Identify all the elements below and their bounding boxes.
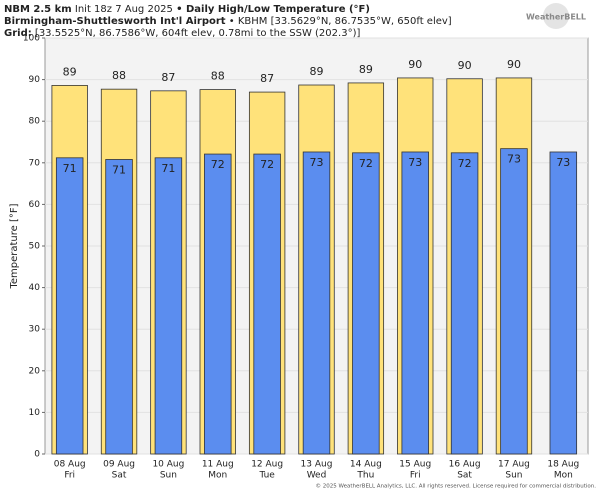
low-bar xyxy=(105,159,133,455)
x-tick-weekday: Thu xyxy=(356,471,374,481)
low-label: 72 xyxy=(458,157,472,170)
footer: © 2025 WeatherBELL Analytics, LLC. All r… xyxy=(316,483,597,490)
x-tick-weekday: Sun xyxy=(160,471,177,481)
y-tick-label: 10 xyxy=(29,408,41,418)
x-tick-weekday: Sat xyxy=(112,471,127,481)
x-tick-label: 16 Aug xyxy=(449,460,481,470)
logo: WeatherBELL xyxy=(526,13,586,22)
high-label: 90 xyxy=(408,58,422,71)
x-tick-label: 09 Aug xyxy=(103,460,135,470)
high-label: 87 xyxy=(260,72,274,85)
x-tick-weekday: Wed xyxy=(307,471,327,481)
y-tick-label: 30 xyxy=(29,325,41,335)
y-tick-label: 50 xyxy=(29,242,41,252)
low-bar xyxy=(352,152,380,455)
low-label: 71 xyxy=(161,162,175,175)
low-label: 73 xyxy=(507,153,521,166)
low-label: 73 xyxy=(408,156,422,169)
low-bar xyxy=(450,152,479,455)
high-label: 90 xyxy=(507,58,521,71)
x-tick-label: 08 Aug xyxy=(54,460,86,470)
y-tick-label: 40 xyxy=(29,283,41,293)
chart-title: • Daily High/Low Temperature (°F) xyxy=(176,4,370,15)
x-tick-weekday: Fri xyxy=(410,471,421,481)
x-tick-label: 18 Aug xyxy=(547,460,579,470)
y-tick-label: 90 xyxy=(29,75,41,85)
low-label: 71 xyxy=(112,163,126,176)
low-bar xyxy=(549,151,578,455)
low-bar xyxy=(204,153,232,455)
x-tick-label: 17 Aug xyxy=(498,460,530,470)
high-label: 89 xyxy=(310,65,324,78)
low-label: 72 xyxy=(211,158,225,171)
high-label: 87 xyxy=(161,71,175,84)
x-tick-label: 15 Aug xyxy=(399,460,431,470)
grid-label: Grid: xyxy=(4,28,32,39)
model: NBM 2.5 km xyxy=(4,4,72,15)
x-tick-weekday: Tue xyxy=(258,471,275,481)
x-tick-label: 12 Aug xyxy=(251,460,283,470)
low-bar xyxy=(401,151,429,455)
high-label: 89 xyxy=(359,63,373,76)
low-label: 72 xyxy=(260,158,274,171)
low-label: 73 xyxy=(556,156,570,169)
low-label: 71 xyxy=(63,162,77,175)
logo-circle xyxy=(543,3,569,29)
low-bar xyxy=(154,157,183,455)
station: Birmingham-Shuttlesworth Int'l Airport xyxy=(4,16,226,27)
y-tick-label: 70 xyxy=(29,158,41,168)
high-label: 88 xyxy=(211,70,225,83)
low-bar xyxy=(253,153,281,455)
y-tick-label: 0 xyxy=(34,450,40,460)
low-label: 72 xyxy=(359,157,373,170)
y-axis-label: Temperature [°F] xyxy=(9,203,20,289)
header-line-3: Grid: [33.5525°N, 86.7586°W, 604ft elev,… xyxy=(4,28,360,39)
x-tick-label: 10 Aug xyxy=(152,460,184,470)
x-tick-weekday: Sun xyxy=(505,471,522,481)
high-label: 90 xyxy=(458,59,472,72)
y-tick-label: 20 xyxy=(29,366,41,376)
y-tick-label: 80 xyxy=(29,117,41,127)
header-line-1: NBM 2.5 km Init 18z 7 Aug 2025 • Daily H… xyxy=(4,4,370,15)
x-tick-label: 14 Aug xyxy=(350,460,382,470)
x-tick-weekday: Mon xyxy=(554,471,573,481)
x-tick-weekday: Sat xyxy=(457,471,472,481)
low-bar xyxy=(302,151,331,455)
y-tick-label: 60 xyxy=(29,200,41,210)
init: Init 18z 7 Aug 2025 xyxy=(75,4,173,15)
x-tick-label: 13 Aug xyxy=(301,460,333,470)
grid-info: [33.5525°N, 86.7586°W, 604ft elev, 0.78m… xyxy=(35,28,361,39)
low-bar xyxy=(500,148,528,455)
header-line-2: Birmingham-Shuttlesworth Int'l Airport •… xyxy=(4,16,452,27)
low-bar xyxy=(55,157,84,455)
x-tick-weekday: Fri xyxy=(64,471,75,481)
station-info: • KBHM [33.5629°N, 86.7535°W, 650ft elev… xyxy=(229,16,452,27)
high-label: 89 xyxy=(63,65,77,78)
x-tick-weekday: Mon xyxy=(208,471,227,481)
low-label: 73 xyxy=(310,156,324,169)
high-label: 88 xyxy=(112,69,126,82)
x-tick-label: 11 Aug xyxy=(202,460,234,470)
y-tick-label: 100 xyxy=(23,34,40,44)
